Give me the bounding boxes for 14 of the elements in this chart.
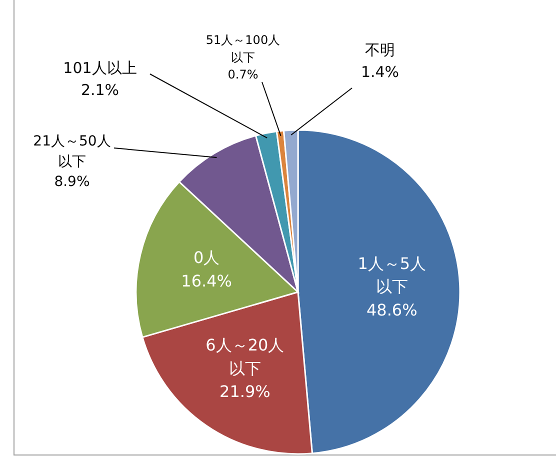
slice-label: 21人～50人以下 [33, 134, 111, 170]
data-label: 16.4% [181, 271, 232, 290]
data-label: 48.6% [366, 300, 418, 320]
data-label: 2.1% [80, 80, 120, 99]
slice-label: 6人～20人以下 [206, 336, 284, 378]
data-label: 21.9% [220, 382, 270, 402]
slice-label: 1人～5人以下 [358, 254, 426, 296]
slice-label: 51人～100人以下 [206, 32, 280, 64]
data-label: 8.9% [54, 174, 90, 190]
data-label: 1.4% [360, 62, 400, 81]
data-label: 0.7% [228, 68, 258, 82]
slice-label: 101人以上 [63, 59, 137, 78]
slice-label: 不明 [365, 41, 395, 60]
slice-label: 0人 [193, 248, 220, 268]
